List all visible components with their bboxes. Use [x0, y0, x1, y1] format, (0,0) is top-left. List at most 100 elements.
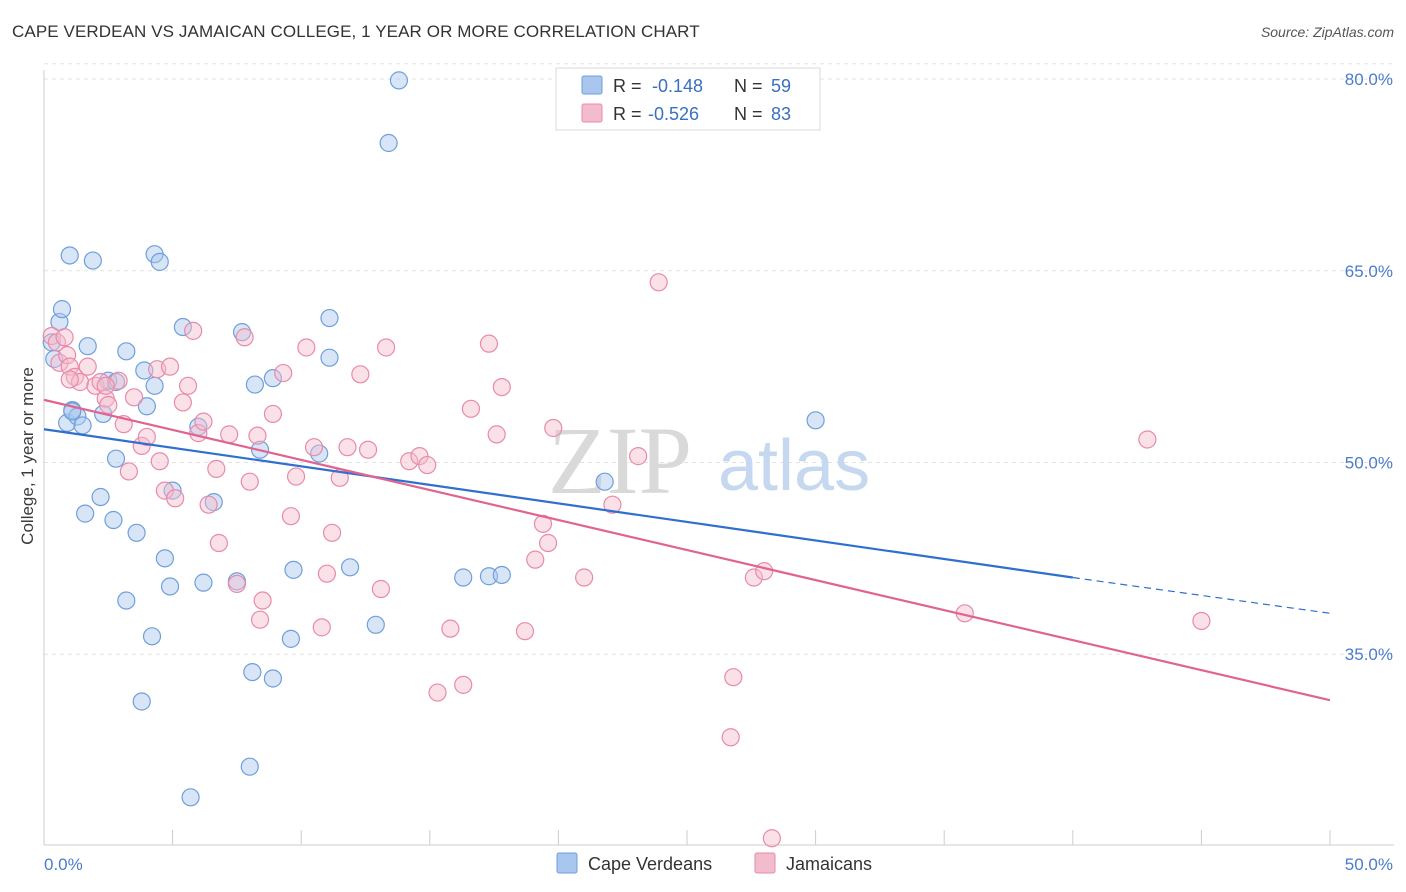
y-tick-labels: 35.0% 50.0% 65.0% 80.0%	[1345, 70, 1393, 664]
point-cape-verdean	[263, 669, 283, 688]
point-cape-verdean	[83, 251, 102, 270]
point-jamaican	[358, 440, 378, 459]
watermark-atlas: atlas	[718, 426, 870, 506]
point-jamaican	[209, 533, 228, 553]
point-jamaican	[721, 728, 740, 747]
point-jamaican	[137, 427, 156, 447]
point-jamaican	[99, 395, 118, 415]
point-jamaican	[240, 472, 259, 491]
point-jamaican	[160, 357, 180, 376]
point-jamaican	[454, 675, 473, 694]
source-attribution: Source: ZipAtlas.com	[1260, 24, 1394, 40]
trend-line-jamaicans	[43, 398, 1331, 702]
point-cape-verdean	[135, 361, 154, 380]
point-jamaican	[263, 404, 283, 424]
point-jamaican	[461, 399, 481, 418]
point-jamaican	[78, 357, 97, 376]
point-cape-verdean	[52, 300, 72, 319]
legend-n-label-2: N =	[734, 104, 763, 124]
point-jamaican	[575, 568, 594, 587]
trend-line-cape-verdeans	[43, 428, 1073, 579]
point-cape-verdean	[127, 523, 146, 542]
point-jamaican	[220, 425, 239, 444]
point-cape-verdean	[60, 246, 79, 265]
point-jamaican	[304, 438, 324, 457]
point-cape-verdean	[145, 376, 164, 395]
legend-swatch-cape-verdeans	[581, 75, 603, 95]
point-cape-verdean	[240, 757, 259, 776]
point-jamaican	[250, 610, 270, 629]
point-jamaican	[235, 328, 254, 347]
point-jamaican	[274, 363, 293, 383]
point-jamaican	[515, 622, 535, 641]
point-jamaican	[253, 591, 272, 610]
point-jamaican	[441, 619, 460, 638]
point-cape-verdean	[379, 133, 398, 153]
point-jamaican	[150, 452, 169, 471]
point-jamaican	[119, 462, 138, 481]
point-jamaican	[487, 425, 506, 444]
bottom-legend-label-jamaicans: Jamaicans	[786, 854, 872, 874]
point-jamaican	[173, 393, 192, 412]
legend-r-label-2: R =	[613, 104, 642, 124]
point-jamaican	[428, 683, 447, 702]
point-cape-verdean	[106, 449, 126, 468]
point-jamaican	[371, 579, 391, 599]
legend-r-label-1: R =	[613, 76, 642, 96]
point-jamaican	[544, 418, 563, 438]
point-jamaican	[1192, 611, 1211, 631]
point-jamaican	[649, 273, 668, 292]
watermark: ZIP atlas	[548, 407, 870, 514]
point-cape-verdean	[142, 627, 162, 646]
point-cape-verdean	[181, 788, 200, 807]
point-cape-verdean	[160, 577, 180, 596]
point-cape-verdean	[245, 375, 265, 394]
point-cape-verdean	[91, 487, 110, 507]
point-cape-verdean	[492, 565, 511, 585]
y-tick-label: 80.0%	[1345, 70, 1393, 89]
point-cape-verdean	[595, 472, 614, 491]
point-jamaican	[248, 426, 267, 445]
point-cape-verdean	[284, 560, 303, 579]
y-tick-label: 50.0%	[1345, 454, 1393, 473]
point-jamaican	[178, 376, 198, 395]
point-cape-verdean	[479, 567, 499, 586]
point-jamaican	[60, 357, 79, 376]
x-tick-label-max: 50.0%	[1345, 855, 1393, 874]
point-cape-verdean	[76, 504, 95, 523]
point-jamaican	[96, 376, 115, 395]
point-cape-verdean	[194, 573, 213, 592]
bottom-legend-label-cape-verdeans: Cape Verdeans	[588, 854, 712, 874]
point-jamaican	[227, 574, 246, 594]
legend-r-value-2: -0.526	[648, 104, 699, 124]
point-jamaican	[58, 346, 77, 365]
point-cape-verdean	[320, 308, 339, 328]
point-jamaican	[418, 455, 437, 475]
point-cape-verdean	[320, 348, 339, 367]
trend-line-cape-verdeans-extension	[1072, 576, 1331, 614]
point-jamaican	[762, 829, 781, 848]
trend-lines	[43, 398, 1331, 702]
point-cape-verdean	[232, 323, 252, 342]
point-cape-verdean	[78, 337, 97, 356]
gridlines	[44, 63, 1394, 655]
legend-n-label-1: N =	[734, 76, 763, 96]
bottom-legend: Cape Verdeans Jamaicans	[556, 852, 872, 874]
point-jamaican	[65, 367, 84, 386]
legend-r-value-1: -0.148	[652, 76, 703, 96]
point-jamaican	[194, 412, 213, 431]
point-jamaican	[312, 618, 331, 637]
point-jamaican	[286, 467, 306, 486]
point-jamaican	[317, 564, 337, 583]
point-cape-verdean	[454, 568, 473, 587]
point-cape-verdean	[104, 510, 123, 530]
point-jamaican	[55, 328, 74, 347]
point-jamaican	[629, 447, 648, 466]
point-jamaican	[526, 550, 545, 569]
point-cape-verdean	[263, 369, 283, 388]
point-jamaican	[755, 562, 774, 581]
point-jamaican	[338, 438, 357, 457]
y-axis-label: College, 1 year or more	[18, 367, 37, 545]
point-jamaican	[166, 489, 185, 508]
